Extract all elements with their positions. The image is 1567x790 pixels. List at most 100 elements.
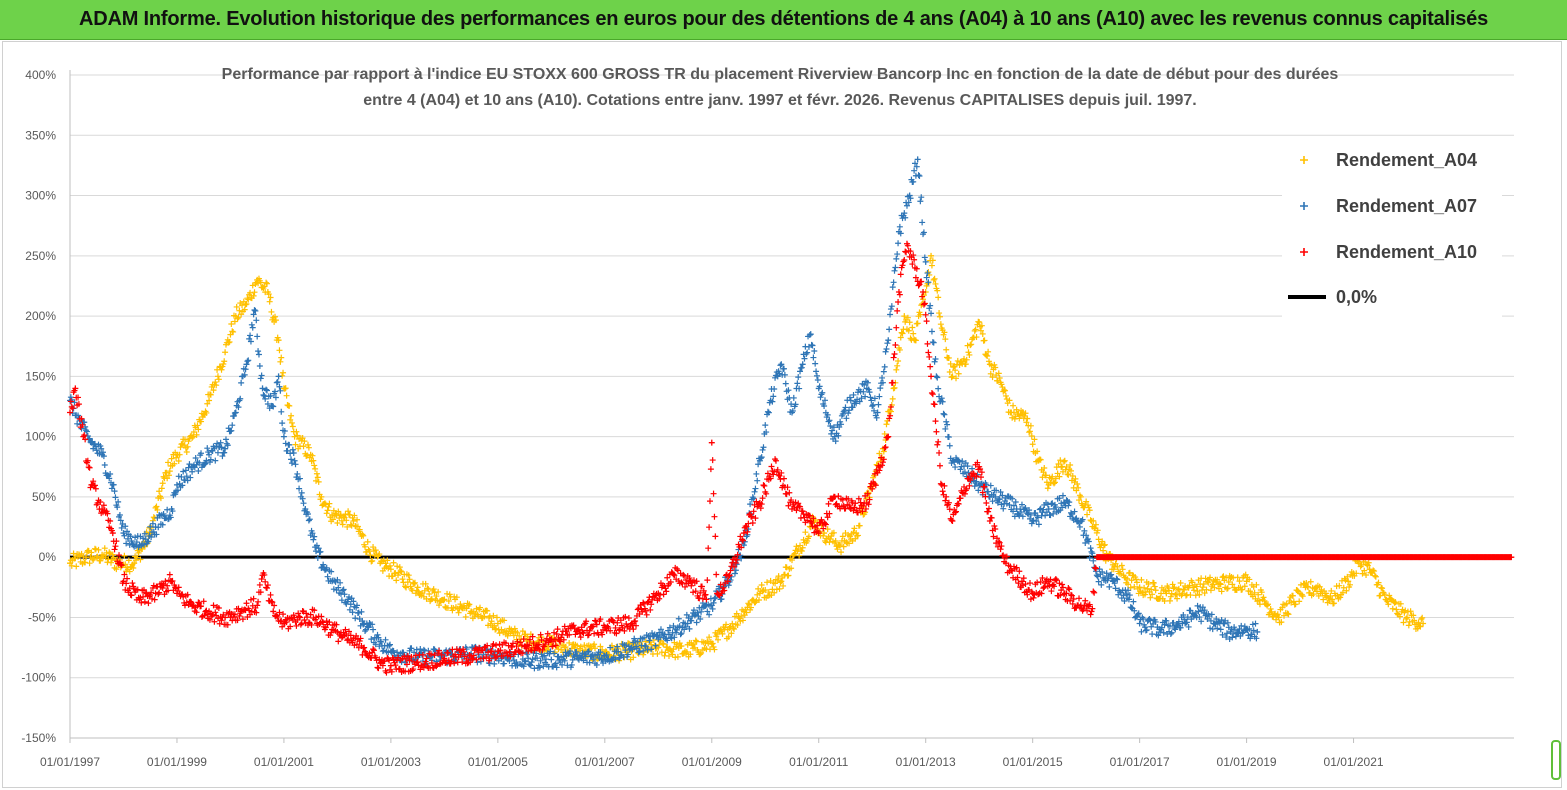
data-point-marker	[879, 462, 886, 469]
data-point-marker	[1307, 578, 1314, 585]
data-point-marker	[1034, 448, 1041, 455]
data-point-marker	[67, 398, 74, 405]
data-point-marker	[1239, 586, 1246, 593]
data-point-marker	[684, 620, 691, 627]
data-point-marker	[876, 450, 883, 457]
data-point-marker	[230, 328, 237, 335]
data-point-marker	[799, 361, 806, 368]
data-point-marker	[115, 498, 122, 505]
data-point-marker	[510, 632, 517, 639]
data-point-marker	[1175, 585, 1182, 592]
data-point-marker	[884, 434, 891, 441]
data-point-marker	[862, 505, 869, 512]
data-point-marker	[406, 576, 413, 583]
data-point-marker	[370, 646, 377, 653]
data-point-marker	[705, 545, 712, 552]
data-point-marker	[394, 649, 401, 656]
data-point-marker	[762, 422, 769, 429]
data-point-marker	[1086, 601, 1093, 608]
data-point-marker	[403, 652, 410, 659]
data-point-marker	[542, 656, 549, 663]
data-point-marker	[123, 580, 130, 587]
data-point-marker	[642, 607, 649, 614]
data-point-marker	[135, 549, 142, 556]
data-point-marker	[561, 657, 568, 664]
data-point-marker	[210, 387, 217, 394]
data-point-marker	[272, 313, 279, 320]
data-point-marker	[101, 461, 108, 468]
data-point-marker	[1410, 612, 1417, 619]
data-point-marker	[204, 445, 211, 452]
data-point-marker	[821, 520, 828, 527]
series-a10	[67, 240, 1515, 676]
data-point-marker	[776, 370, 783, 377]
data-point-marker	[1064, 471, 1071, 478]
data-point-marker	[737, 552, 744, 559]
data-point-marker	[302, 505, 309, 512]
data-point-marker	[328, 568, 335, 575]
x-tick-label: 01/01/2017	[1110, 755, 1170, 769]
data-point-marker	[955, 457, 962, 464]
data-point-marker	[739, 537, 746, 544]
data-point-marker	[952, 509, 959, 516]
data-point-marker	[557, 638, 564, 645]
data-point-marker	[730, 625, 737, 632]
data-point-marker	[501, 617, 508, 624]
data-point-marker	[318, 613, 325, 620]
data-point-marker	[1112, 585, 1119, 592]
data-point-marker	[935, 438, 942, 445]
data-point-marker	[880, 456, 887, 463]
data-point-marker	[778, 578, 785, 585]
data-point-marker	[1101, 541, 1108, 548]
data-point-marker	[989, 374, 996, 381]
data-point-marker	[426, 591, 433, 598]
data-point-marker	[1386, 592, 1393, 599]
data-point-marker	[830, 529, 837, 536]
data-point-marker	[669, 651, 676, 658]
data-point-marker	[396, 564, 403, 571]
data-point-marker	[430, 586, 437, 593]
data-point-marker	[246, 607, 253, 614]
data-point-marker	[323, 510, 330, 517]
data-point-marker	[315, 545, 322, 552]
data-point-marker	[758, 581, 765, 588]
data-point-marker	[657, 626, 664, 633]
data-point-marker	[117, 561, 124, 568]
data-point-marker	[887, 407, 894, 414]
data-point-marker	[111, 488, 118, 495]
data-point-marker	[865, 490, 872, 497]
data-point-marker	[890, 354, 897, 361]
data-point-marker	[156, 589, 163, 596]
data-point-marker	[896, 223, 903, 230]
data-point-marker	[1133, 579, 1140, 586]
data-point-marker	[1065, 584, 1072, 591]
data-point-marker	[372, 654, 379, 661]
data-point-marker	[524, 633, 531, 640]
data-point-marker	[1121, 597, 1128, 604]
data-point-marker	[822, 521, 829, 528]
data-point-marker	[656, 641, 663, 648]
data-point-marker	[781, 371, 788, 378]
data-point-marker	[585, 648, 592, 655]
data-point-marker	[934, 441, 941, 448]
data-point-marker	[1047, 512, 1054, 519]
data-point-marker	[953, 375, 960, 382]
data-point-marker	[231, 611, 238, 618]
data-point-marker	[433, 593, 440, 600]
data-point-marker	[712, 594, 719, 601]
data-point-marker	[733, 556, 740, 563]
data-point-marker	[358, 608, 365, 615]
data-point-marker	[1217, 581, 1224, 588]
data-point-marker	[493, 653, 500, 660]
data-point-marker	[1174, 595, 1181, 602]
data-point-marker	[635, 605, 642, 612]
data-point-marker	[83, 428, 90, 435]
data-point-marker	[845, 496, 852, 503]
data-point-marker	[821, 402, 828, 409]
data-point-marker	[229, 422, 236, 429]
data-point-marker	[304, 441, 311, 448]
data-point-marker	[378, 638, 385, 645]
y-tick-label: 200%	[25, 309, 56, 323]
data-point-marker	[693, 619, 700, 626]
data-point-marker	[130, 564, 137, 571]
